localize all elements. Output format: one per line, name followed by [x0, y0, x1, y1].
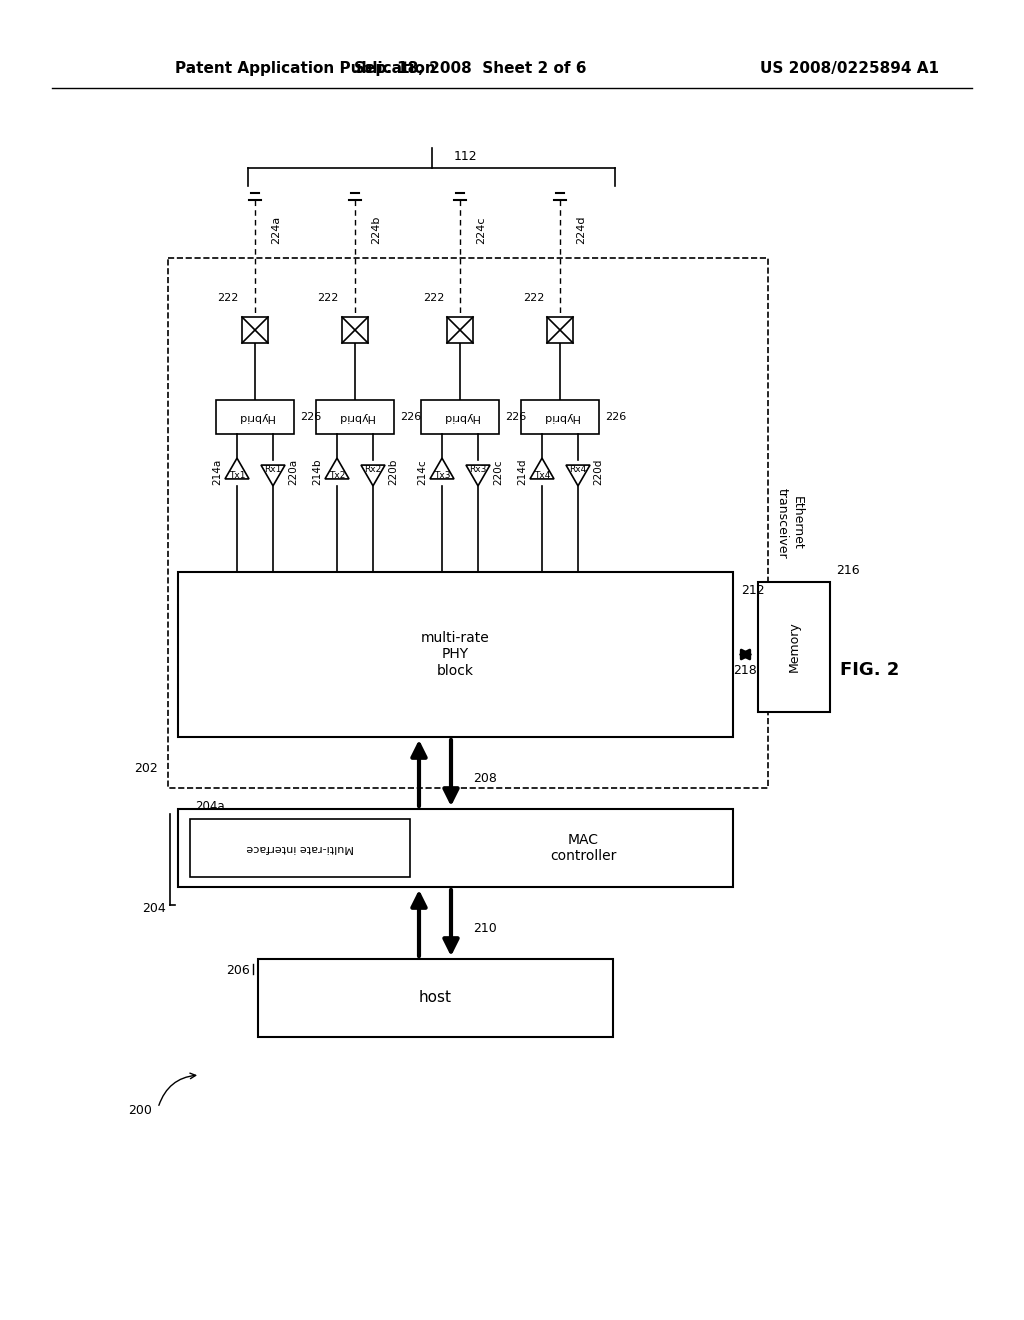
- Text: 214b: 214b: [312, 459, 322, 486]
- Text: 212: 212: [741, 583, 765, 597]
- Text: host: host: [419, 990, 452, 1006]
- Text: 210: 210: [473, 921, 497, 935]
- Text: US 2008/0225894 A1: US 2008/0225894 A1: [760, 61, 939, 75]
- Text: FIG. 2: FIG. 2: [841, 661, 900, 678]
- Text: Sep. 18, 2008  Sheet 2 of 6: Sep. 18, 2008 Sheet 2 of 6: [353, 61, 587, 75]
- Text: 214c: 214c: [417, 459, 427, 484]
- Text: Multi-rate interface: Multi-rate interface: [246, 843, 354, 853]
- Text: 214a: 214a: [212, 459, 222, 486]
- Text: Tx3: Tx3: [434, 470, 451, 479]
- Bar: [758, 582, 830, 711]
- Text: 222: 222: [522, 293, 544, 304]
- Text: 226: 226: [505, 412, 526, 422]
- Text: 222: 222: [423, 293, 444, 304]
- Bar: [168, 257, 768, 788]
- Text: Tx1: Tx1: [228, 470, 246, 479]
- Text: 214d: 214d: [517, 459, 527, 486]
- Text: 226: 226: [605, 412, 627, 422]
- Bar: [190, 818, 410, 876]
- Bar: [421, 400, 499, 434]
- Text: Patent Application Publication: Patent Application Publication: [175, 61, 436, 75]
- Polygon shape: [361, 465, 385, 486]
- Text: Rx1: Rx1: [264, 465, 282, 474]
- Text: Hybrid: Hybrid: [542, 412, 579, 422]
- Polygon shape: [530, 458, 554, 479]
- Text: MAC
controller: MAC controller: [550, 833, 616, 863]
- Text: Rx2: Rx2: [365, 465, 382, 474]
- Text: Hybrid: Hybrid: [237, 412, 273, 422]
- Polygon shape: [566, 465, 590, 486]
- Text: 226: 226: [400, 412, 421, 422]
- Text: Hybrid: Hybrid: [337, 412, 374, 422]
- Bar: [342, 317, 368, 343]
- Text: Tx2: Tx2: [329, 470, 345, 479]
- Text: multi-rate
PHY
block: multi-rate PHY block: [421, 631, 489, 677]
- Bar: [242, 317, 268, 343]
- Text: 218: 218: [733, 664, 758, 677]
- Bar: [547, 317, 573, 343]
- Text: 224b: 224b: [371, 215, 381, 244]
- Text: Hybrid: Hybrid: [441, 412, 478, 422]
- Text: 200: 200: [128, 1104, 152, 1117]
- Text: 216: 216: [836, 564, 859, 577]
- Bar: [316, 400, 394, 434]
- Text: 112: 112: [454, 149, 477, 162]
- Text: 222: 222: [218, 293, 239, 304]
- Text: 226: 226: [300, 412, 322, 422]
- Text: Tx4: Tx4: [534, 470, 550, 479]
- Bar: [521, 400, 599, 434]
- Text: Rx3: Rx3: [469, 465, 486, 474]
- Text: Memory: Memory: [787, 622, 801, 672]
- Bar: [258, 960, 613, 1038]
- Bar: [447, 317, 473, 343]
- Polygon shape: [466, 465, 490, 486]
- Text: Ethernet
transceiver: Ethernet transceiver: [776, 487, 804, 558]
- Bar: [216, 400, 294, 434]
- Bar: [178, 572, 733, 737]
- Polygon shape: [430, 458, 454, 479]
- Text: 204: 204: [142, 903, 166, 916]
- Bar: [178, 809, 733, 887]
- Text: 220d: 220d: [593, 459, 603, 486]
- Text: 208: 208: [473, 771, 497, 784]
- Text: 222: 222: [317, 293, 339, 304]
- Text: Rx4: Rx4: [569, 465, 587, 474]
- Text: 224c: 224c: [476, 216, 486, 244]
- Text: 204a: 204a: [195, 800, 224, 813]
- Text: 220b: 220b: [388, 459, 398, 486]
- Text: 220a: 220a: [288, 459, 298, 484]
- Polygon shape: [225, 458, 249, 479]
- Polygon shape: [325, 458, 349, 479]
- Text: 224d: 224d: [575, 215, 586, 244]
- Polygon shape: [261, 465, 285, 486]
- Text: 220c: 220c: [493, 459, 503, 484]
- Text: 224a: 224a: [271, 216, 281, 244]
- Text: 206: 206: [226, 965, 250, 978]
- Text: 202: 202: [134, 762, 158, 775]
